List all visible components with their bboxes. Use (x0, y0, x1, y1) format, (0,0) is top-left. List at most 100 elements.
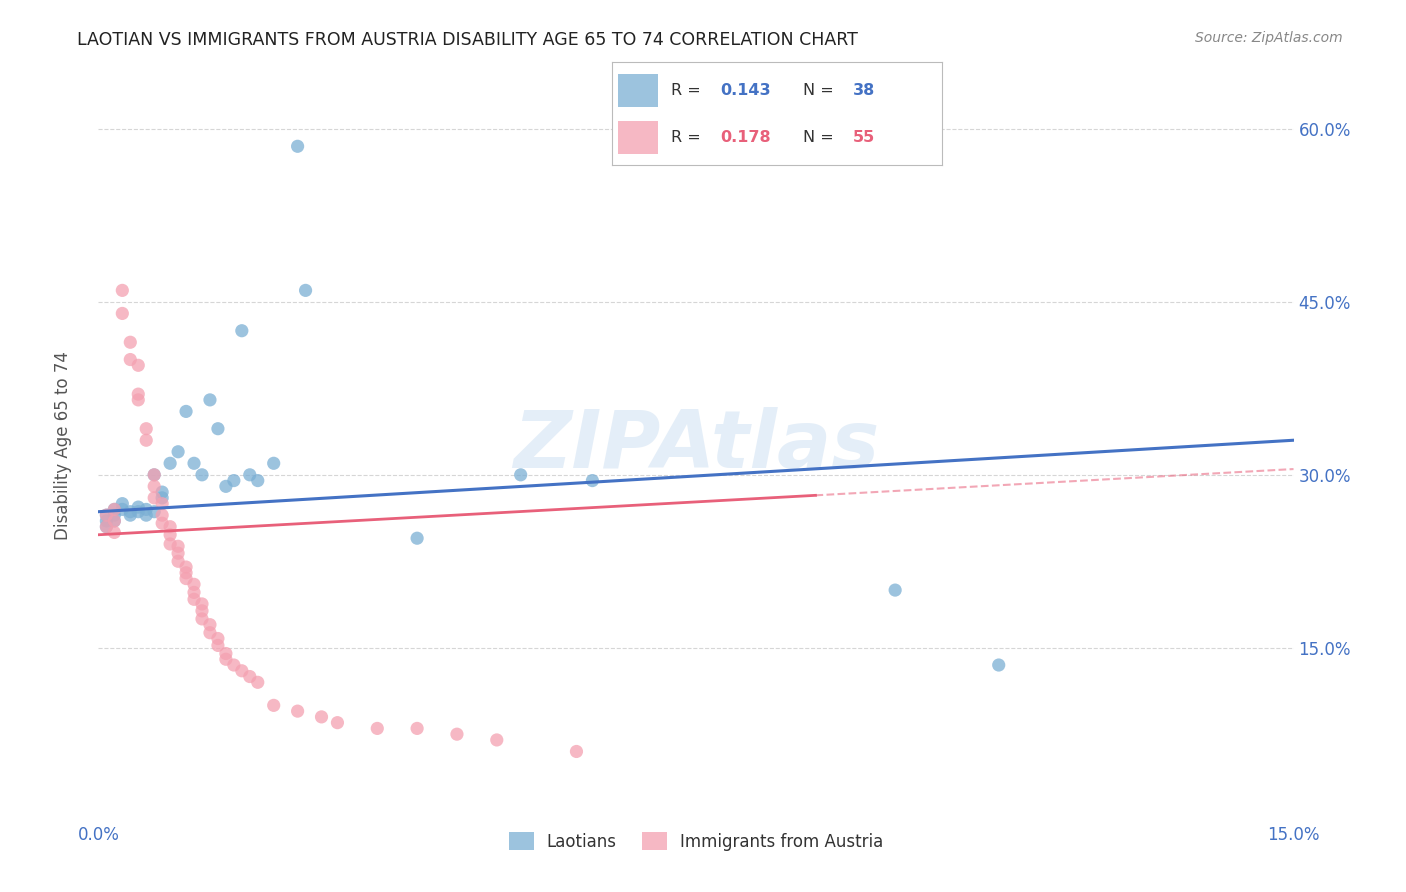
Point (159, 528, 181, 542)
Text: 0.143: 0.143 (721, 83, 772, 97)
Point (191, 604, 214, 618)
Point (326, 715, 349, 730)
Point (159, 519, 181, 533)
Point (183, 456, 205, 470)
Point (183, 585, 205, 599)
Point (103, 514, 125, 528)
Point (509, 467, 531, 482)
Point (222, 658, 245, 673)
Point (246, 675, 269, 690)
Point (222, 474, 245, 488)
Point (406, 531, 429, 545)
Point (446, 727, 468, 741)
Text: Source: ZipAtlas.com: Source: ZipAtlas.com (1195, 31, 1343, 45)
Point (120, 508, 142, 523)
Point (174, 566, 197, 580)
Text: Disability Age 65 to 74: Disability Age 65 to 74 (55, 351, 72, 541)
Point (127, 387, 149, 401)
Point (103, 508, 125, 523)
Point (987, 658, 1010, 673)
Text: 38: 38 (853, 83, 875, 97)
Point (103, 502, 125, 516)
Point (263, 698, 285, 713)
Point (231, 664, 253, 678)
Point (150, 497, 173, 511)
Point (167, 554, 190, 568)
Point (150, 491, 173, 505)
Point (167, 539, 190, 553)
Point (207, 639, 229, 653)
Point (127, 505, 149, 519)
Point (143, 479, 166, 493)
Point (159, 537, 181, 551)
Point (143, 467, 166, 482)
Point (565, 744, 588, 758)
Text: 0.178: 0.178 (721, 130, 772, 145)
Point (159, 456, 181, 470)
Point (143, 491, 166, 505)
Point (120, 352, 142, 367)
Point (103, 514, 125, 528)
Point (135, 502, 157, 516)
Point (198, 617, 221, 632)
Bar (619, 74, 658, 106)
Text: LAOTIAN VS IMMIGRANTS FROM AUSTRIA DISABILITY AGE 65 TO 74 CORRELATION CHART: LAOTIAN VS IMMIGRANTS FROM AUSTRIA DISAB… (77, 31, 858, 49)
Point (207, 632, 229, 646)
Point (406, 722, 429, 736)
Point (183, 592, 205, 607)
Point (581, 474, 603, 488)
Point (150, 485, 173, 500)
Point (111, 306, 134, 320)
Point (485, 733, 508, 747)
Point (96, 519, 118, 533)
Point (111, 497, 134, 511)
Point (96, 508, 118, 523)
Point (239, 669, 262, 683)
Point (135, 508, 157, 523)
Point (167, 444, 190, 458)
Point (127, 392, 149, 407)
Text: 55: 55 (853, 130, 875, 145)
Point (127, 359, 149, 373)
Point (143, 467, 166, 482)
Point (311, 710, 333, 724)
Point (884, 583, 907, 598)
Point (174, 572, 197, 586)
Point (246, 474, 269, 488)
Point (174, 560, 197, 574)
Text: N =: N = (803, 130, 839, 145)
Point (263, 456, 285, 470)
Point (231, 324, 253, 338)
Text: N =: N = (803, 83, 839, 97)
Point (120, 335, 142, 350)
Point (191, 612, 214, 626)
Point (135, 422, 157, 436)
Point (135, 434, 157, 448)
Point (207, 422, 229, 436)
Legend: Laotians, Immigrants from Austria: Laotians, Immigrants from Austria (502, 826, 890, 857)
Point (183, 577, 205, 591)
Point (150, 516, 173, 531)
Point (96, 514, 118, 528)
Point (103, 525, 125, 540)
Point (111, 284, 134, 298)
Point (287, 704, 309, 718)
Point (191, 597, 214, 611)
Point (167, 546, 190, 560)
Point (96, 508, 118, 523)
Point (215, 652, 238, 666)
Point (150, 508, 173, 523)
Point (294, 284, 316, 298)
Point (120, 505, 142, 519)
Point (198, 625, 221, 640)
Point (174, 404, 197, 418)
Bar (619, 121, 658, 153)
Point (111, 502, 134, 516)
Point (198, 392, 221, 407)
Point (143, 505, 166, 519)
Text: R =: R = (671, 130, 706, 145)
Point (239, 467, 262, 482)
Point (215, 647, 238, 661)
Text: ZIPAtlas: ZIPAtlas (513, 407, 879, 485)
Point (96, 519, 118, 533)
